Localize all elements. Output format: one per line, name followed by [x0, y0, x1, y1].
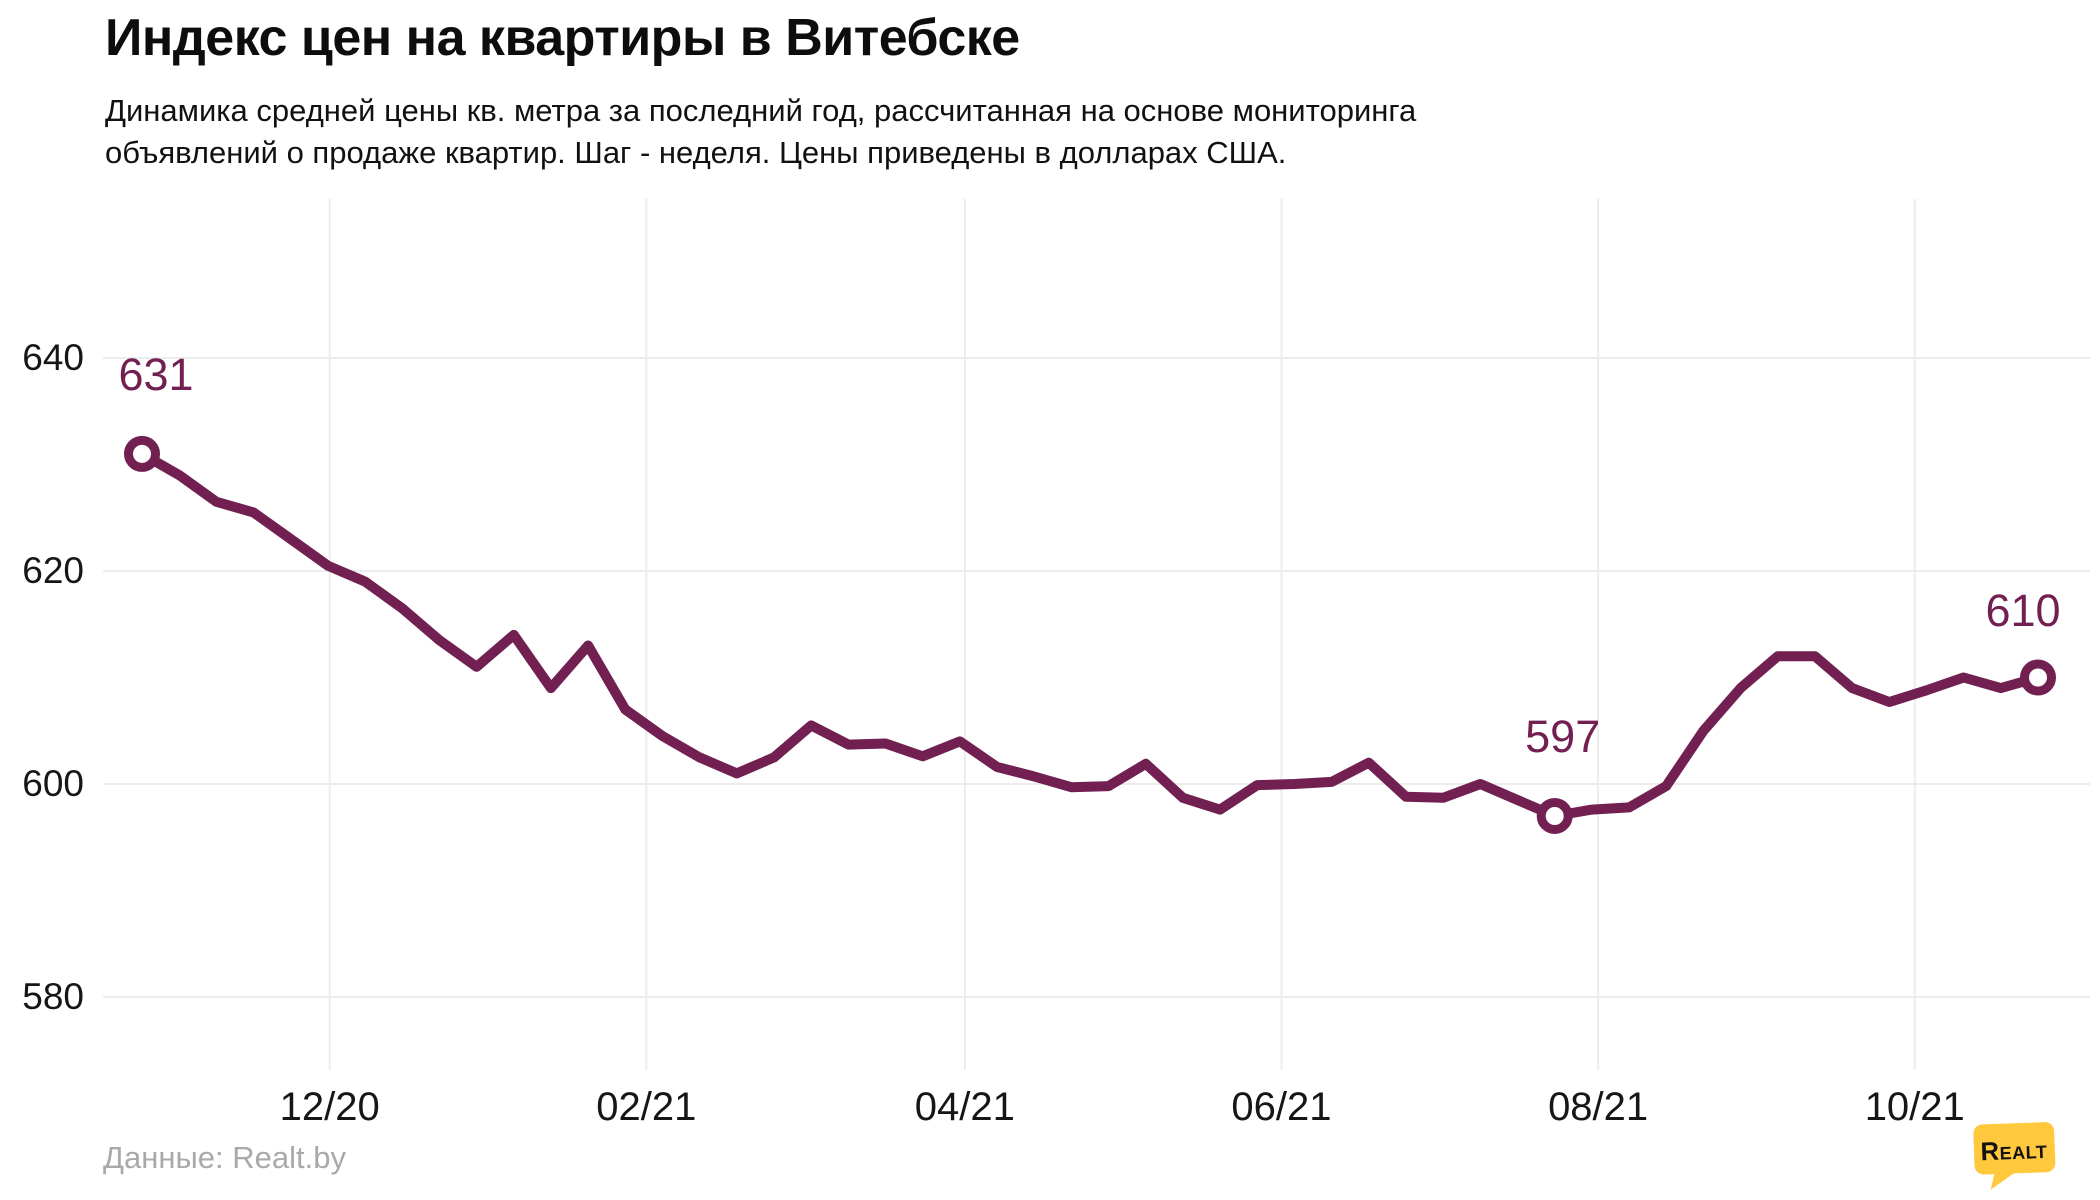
data-point-marker	[2020, 659, 2056, 696]
realt-logo-bubble-icon: Realt	[1973, 1122, 2056, 1190]
y-tick-label: 640	[22, 337, 84, 378]
price-line	[137, 448, 2043, 821]
y-tick-label: 600	[22, 763, 84, 804]
x-tick-label: 10/21	[1864, 1085, 1965, 1129]
data-point-marker	[1536, 797, 1573, 834]
page-title: Индекс цен на квартиры в Витебске	[105, 9, 1020, 67]
x-tick-label: 02/21	[596, 1085, 697, 1129]
data-point-value-label: 610	[1985, 584, 2061, 636]
x-tick-label: 12/20	[279, 1085, 380, 1129]
subtitle-line-2: объявлений о продаже квартир. Шаг - неде…	[105, 135, 1287, 170]
data-point-value-label: 597	[1525, 710, 1601, 762]
chart-subtitle: Динамика средней цены кв. метра за после…	[105, 90, 1416, 174]
subtitle-line-1: Динамика средней цены кв. метра за после…	[105, 93, 1417, 128]
data-source-label: Данные: Realt.by	[103, 1140, 346, 1175]
y-tick-label: 580	[22, 976, 84, 1017]
realt-logo-text: Realt	[1980, 1136, 2048, 1166]
realt-logo: Realt	[1970, 1120, 2058, 1192]
x-tick-label: 04/21	[914, 1085, 1015, 1129]
data-point-value-label: 631	[118, 348, 194, 400]
y-tick-label: 620	[22, 550, 84, 591]
data-point-marker	[124, 435, 160, 472]
x-tick-label: 06/21	[1231, 1085, 1332, 1129]
x-tick-label: 08/21	[1548, 1085, 1649, 1129]
